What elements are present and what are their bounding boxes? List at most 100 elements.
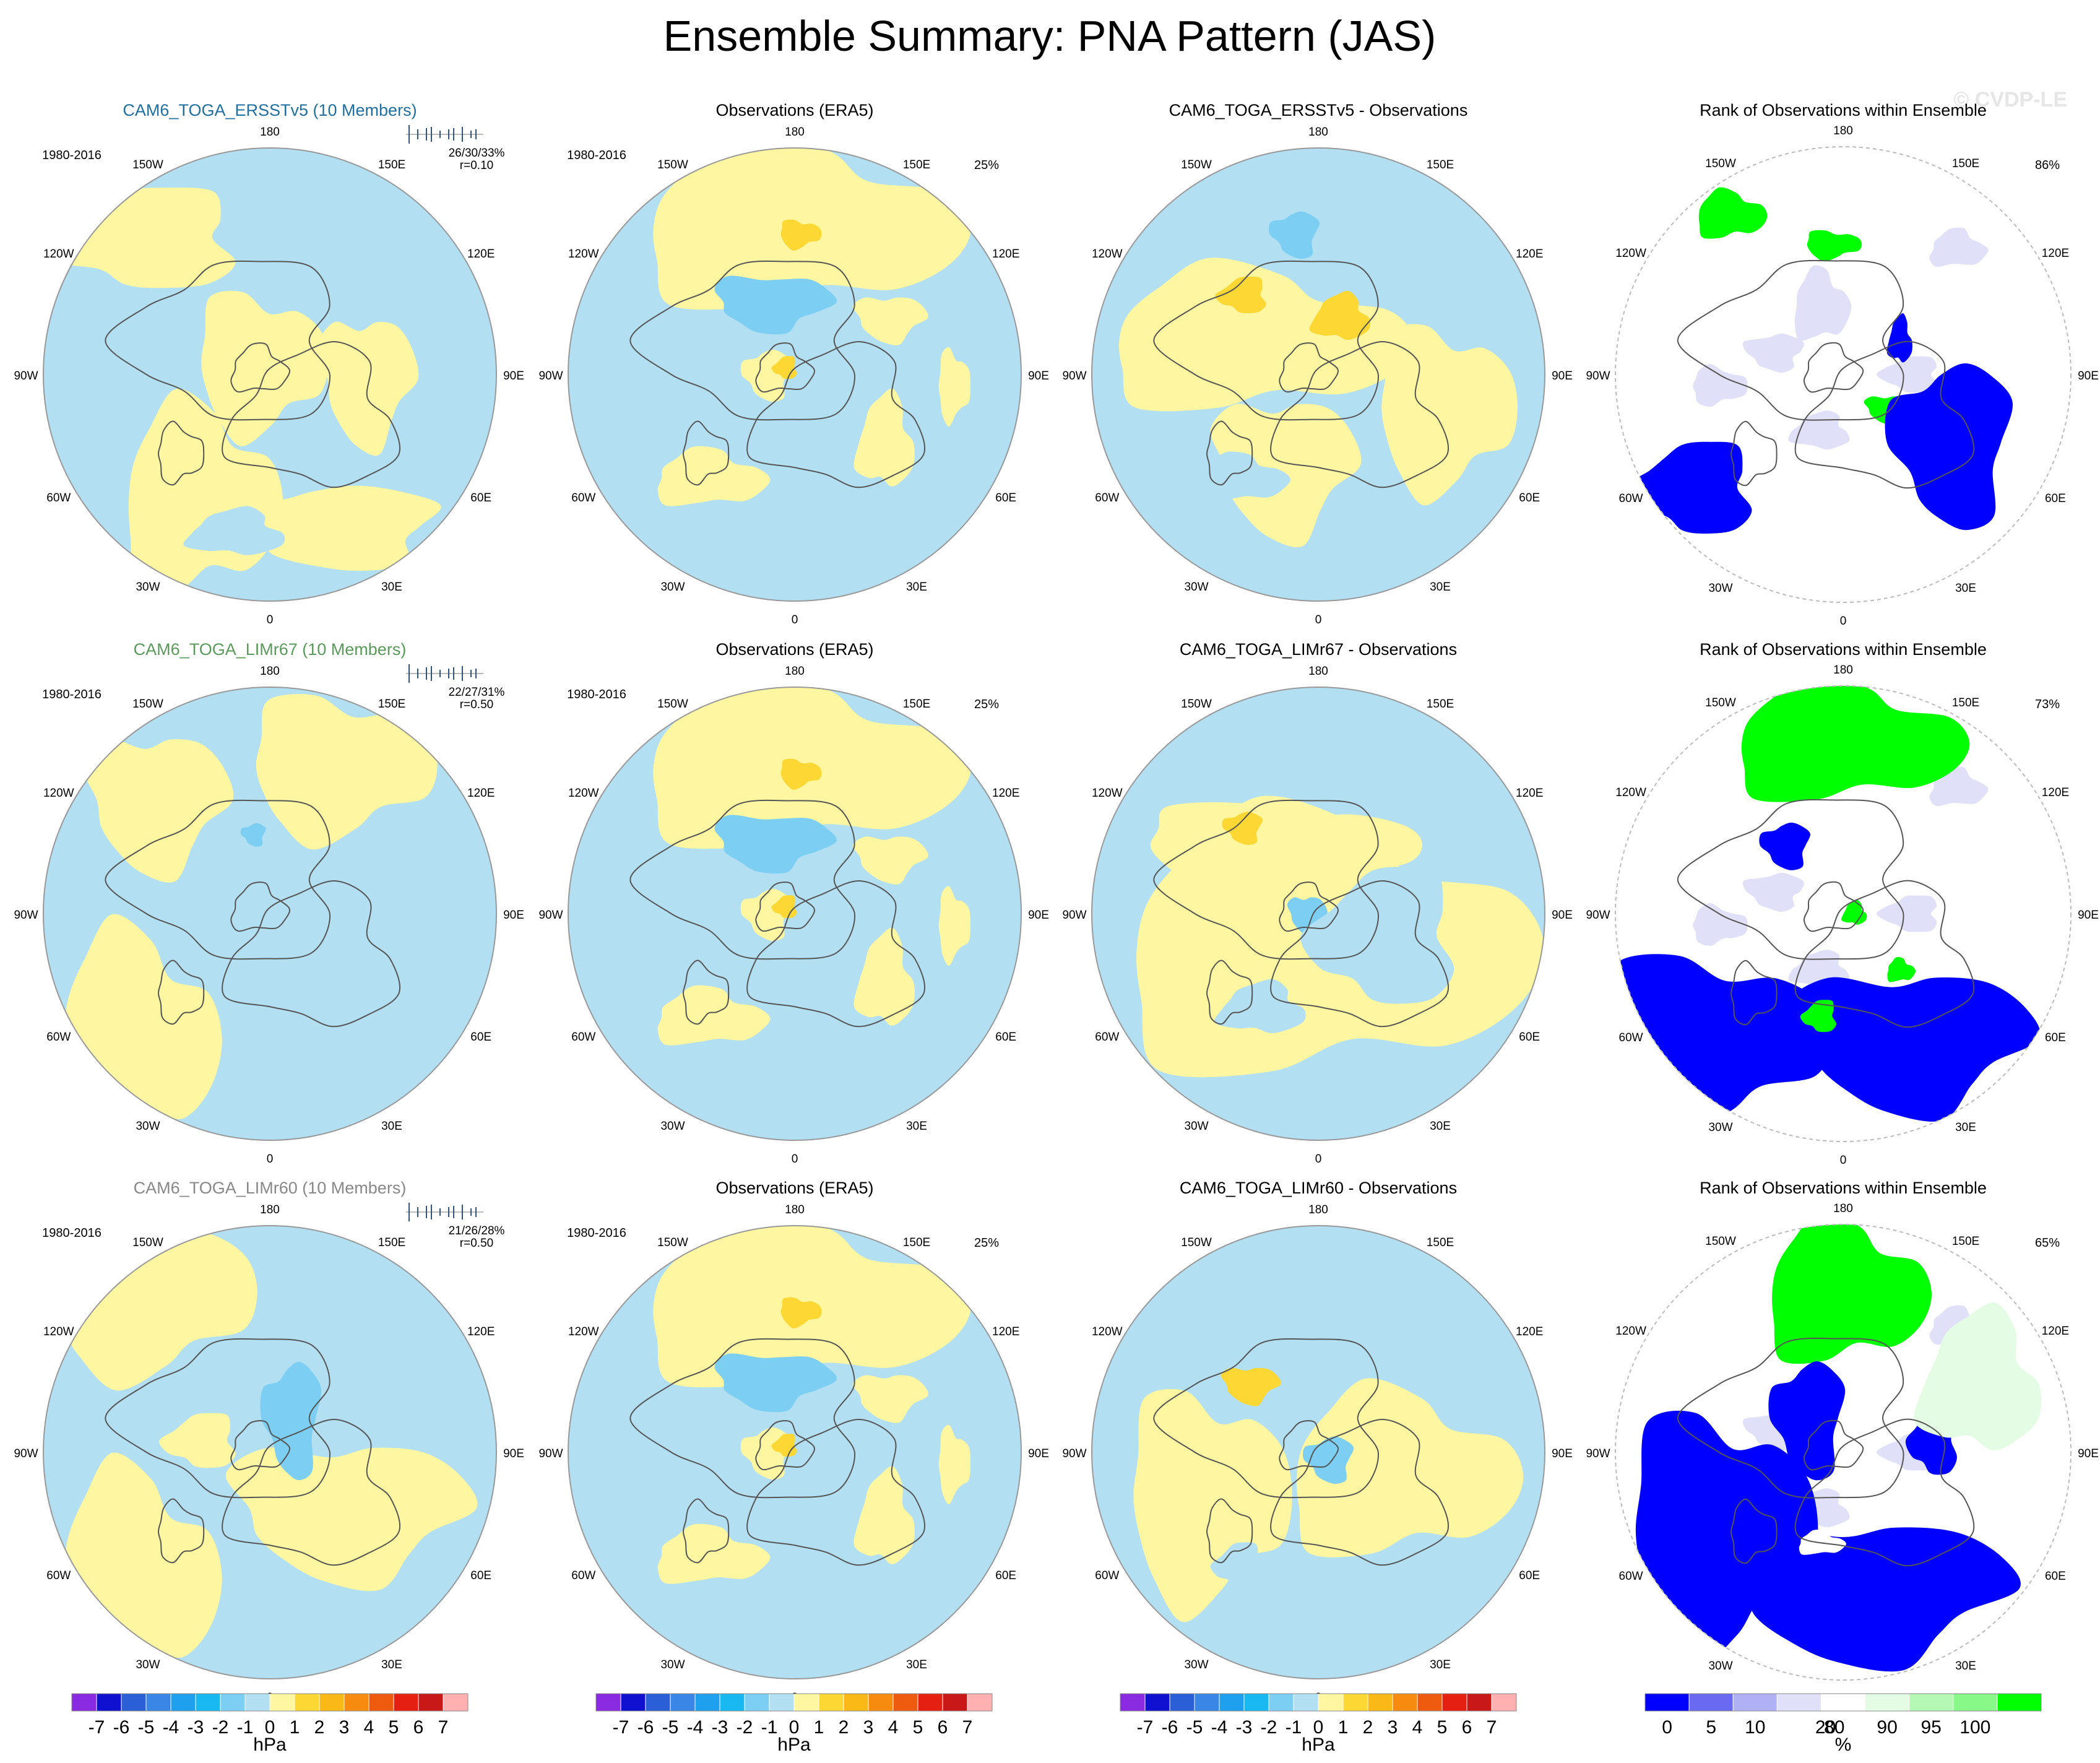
rank-patch: [1929, 227, 1989, 267]
longitude-label: 90E: [1028, 1447, 1049, 1460]
difference-title: CAM6_TOGA_ERSSTv5 - Observations: [1169, 101, 1468, 119]
longitude-label: 60W: [1095, 492, 1119, 505]
colorbar-label: 4: [888, 1717, 899, 1738]
colorbar-label: 3: [1388, 1717, 1398, 1738]
colorbar-swatch: [1688, 1693, 1734, 1712]
colorbar-label: 5: [1706, 1717, 1716, 1738]
spread-ticks: [406, 1203, 483, 1221]
contour-region: [780, 758, 822, 790]
contour-region: [225, 1447, 478, 1592]
contour-region: [1914, 1302, 2042, 1450]
colorbar-swatch: [942, 1693, 968, 1712]
longitude-label: 120W: [1092, 1325, 1123, 1338]
map-panel-r1-c3: 180 150E 120E 90E 60E 30E 0 30W 60W 90W 120W 150W CA…: [1062, 101, 1572, 626]
longitude-label: 30E: [1430, 1120, 1451, 1133]
longitude-label: 30W: [660, 581, 685, 594]
colorbar-swatch: [595, 1693, 621, 1712]
colorbar-swatch: [1466, 1693, 1492, 1712]
coastlines: [629, 1338, 925, 1566]
longitude-label: 150E: [378, 1236, 405, 1249]
longitude-label: 0: [1315, 1153, 1322, 1166]
contour-region: [1759, 822, 1810, 870]
colorbar-label: 5: [1437, 1717, 1448, 1738]
longitude-label: 60E: [995, 492, 1016, 505]
longitude-label: 180: [1308, 1203, 1328, 1216]
longitude-label: 90E: [1552, 370, 1573, 383]
longitude-label: 30W: [660, 1120, 685, 1133]
colorbar-unit: hPa: [777, 1735, 811, 1755]
contour-region: [1210, 1542, 1262, 1588]
contour-region: [1800, 1000, 1836, 1033]
longitude-label: 120W: [43, 787, 74, 800]
contour-region: [256, 694, 438, 850]
longitude-label: 120E: [992, 787, 1019, 800]
colorbar-swatch: [443, 1693, 469, 1712]
longitude-label: 90W: [538, 1447, 563, 1460]
longitude-label: 150E: [903, 1236, 930, 1249]
pattern-correlation: r=0.50: [460, 1237, 493, 1250]
longitude-label: 150E: [903, 698, 930, 711]
map-boundary-ring: [1615, 146, 2072, 603]
longitude-label: 60W: [1095, 1569, 1119, 1582]
rank-pct: 73%: [2035, 698, 2060, 711]
colorbar-label: -7: [89, 1717, 105, 1738]
longitude-label: 120W: [1615, 247, 1646, 260]
obs-title: Observations (ERA5): [715, 640, 873, 659]
colorbar-swatch: [418, 1693, 444, 1712]
colorbar-label: -2: [212, 1717, 229, 1738]
longitude-label: 90E: [1552, 909, 1573, 922]
contour-region: [1772, 1224, 1932, 1364]
longitude-label: 180: [1833, 124, 1853, 137]
coastlines: [1677, 259, 1975, 489]
contour-region: [240, 823, 266, 847]
colorbar-label: 6: [938, 1717, 948, 1738]
rank-title: Rank of Observations within Ensemble: [1700, 640, 1987, 659]
colorbar-label: 80: [1824, 1717, 1844, 1738]
spread-ticks: [406, 125, 483, 144]
pattern-correlation: r=0.10: [460, 159, 493, 172]
colorbar-swatch: [694, 1693, 720, 1712]
longitude-label: 60W: [46, 1031, 71, 1044]
contour-region: [852, 297, 928, 345]
colorbar-swatch: [818, 1693, 844, 1712]
contour-region: [853, 1466, 915, 1564]
colorbar-label: 10: [1745, 1717, 1765, 1738]
colorbar-swatch: [1342, 1693, 1368, 1712]
longitude-label: 30E: [906, 1658, 927, 1671]
coastlines: [1153, 799, 1449, 1028]
longitude-label: 30W: [1708, 1660, 1732, 1673]
map-panel-r1-c1: 180 150E 120E 90E 60E 30E 0 30W 60W 90W 120W 150W CA…: [14, 101, 524, 626]
longitude-label: 120E: [992, 1325, 1019, 1338]
longitude-label: 150W: [1705, 1235, 1736, 1248]
colorbar-label: -1: [1285, 1717, 1302, 1738]
longitude-label: 60W: [571, 1031, 595, 1044]
contour-region: [780, 1297, 822, 1328]
contour-region: [1787, 977, 2041, 1122]
longitude-label: 90W: [1586, 1447, 1610, 1460]
longitude-label: 90E: [503, 1447, 524, 1460]
longitude-label: 150E: [1952, 1235, 1979, 1248]
contour-region: [714, 1353, 837, 1413]
contour-region: [1133, 1388, 1292, 1622]
contour-region: [183, 506, 285, 555]
colorbar-swatch: [843, 1693, 869, 1712]
longitude-label: 150W: [132, 698, 163, 711]
longitude-label: 30W: [1184, 581, 1208, 594]
colorbar-label: 95: [1921, 1717, 1942, 1738]
longitude-label: 0: [792, 613, 798, 626]
colorbar-swatch: [967, 1693, 993, 1712]
longitude-label: 60E: [470, 1569, 491, 1582]
contour-region: [1807, 230, 1862, 262]
longitude-label: 0: [1840, 615, 1847, 628]
colorbar-swatch: [1732, 1693, 1778, 1712]
colorbar-swatch: [1644, 1693, 1690, 1712]
longitude-label: 90W: [538, 370, 563, 383]
longitude-label: 180: [260, 1203, 280, 1216]
longitude-label: 120W: [43, 248, 74, 261]
coastlines: [105, 260, 400, 488]
contour-region: [853, 388, 915, 487]
colorbar-swatch: [269, 1693, 295, 1712]
colorbar-swatch: [1243, 1693, 1269, 1712]
contour-region: [1214, 979, 1306, 1033]
contour-region: [1222, 812, 1263, 845]
